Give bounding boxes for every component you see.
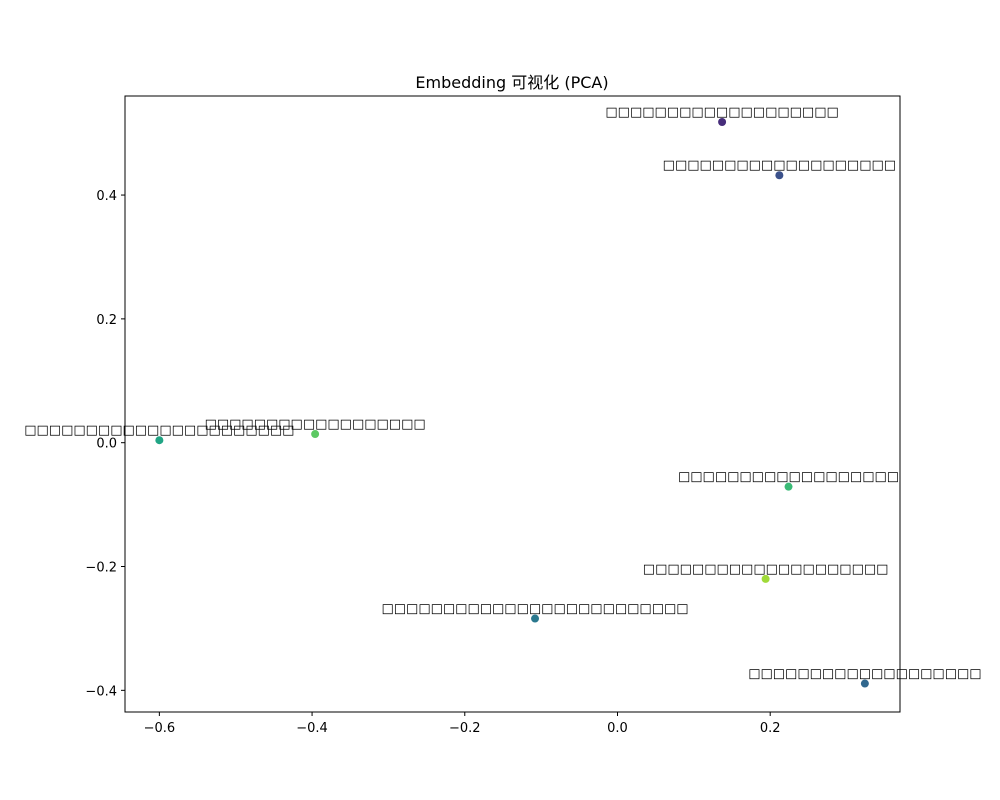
point-label: □□□□□□□□□□□□□□□□□□□ [605, 105, 838, 120]
x-tick-label: −0.2 [449, 721, 481, 736]
data-point [860, 679, 869, 688]
x-tick-label: 0.0 [607, 721, 628, 736]
point-labels: □□□□□□□□□□□□□□□□□□□□□□□□□□□□□□□□□□□□□□□□… [24, 105, 981, 682]
chart-title: Embedding 可视化 (PCA) [415, 73, 608, 92]
point-label: □□□□□□□□□□□□□□□□□□□ [748, 667, 981, 682]
y-tick-label: 0.4 [96, 189, 117, 204]
point-label: □□□□□□□□□□□□□□□□□□□□ [643, 562, 889, 577]
y-tick-label: 0.2 [96, 313, 117, 328]
plot-frame [124, 95, 901, 713]
data-point [718, 118, 727, 127]
point-label: □□□□□□□□□□□□□□□□□□ [205, 417, 426, 432]
y-tick-label: 0.0 [96, 437, 117, 452]
x-tick-label: −0.4 [296, 721, 328, 736]
data-point [155, 436, 164, 445]
data-points [155, 118, 869, 688]
point-label: □□□□□□□□□□□□□□□□□□□□□□□□□ [381, 602, 688, 617]
x-tick-label: 0.2 [760, 721, 781, 736]
y-tick-label: −0.4 [85, 684, 117, 699]
point-label: □□□□□□□□□□□□□□□□□□□ [663, 158, 896, 173]
axes: −0.6 −0.4 −0.2 0.0 0.2 −0.4 −0.2 0.0 0.2 0.4 [85, 95, 901, 736]
y-tick-label: −0.2 [85, 561, 117, 576]
x-tick-label: −0.6 [144, 721, 176, 736]
point-label: □□□□□□□□□□□□□□□□□□ [678, 470, 899, 485]
data-point [784, 482, 793, 491]
data-point [761, 574, 770, 583]
data-point [531, 614, 540, 623]
data-point [311, 430, 320, 439]
data-point [775, 171, 784, 180]
point-label: □□□□□□□□□□□□□□□□□□□□□□ [24, 423, 294, 438]
